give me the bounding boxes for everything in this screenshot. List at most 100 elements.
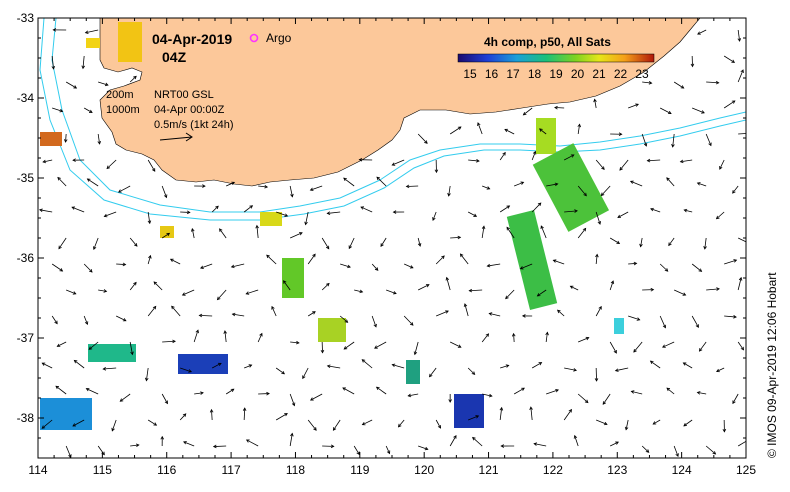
current-vector xyxy=(732,393,739,405)
current-vector xyxy=(63,133,68,143)
current-vector xyxy=(468,415,480,421)
current-vector xyxy=(147,419,158,426)
current-vector xyxy=(577,227,587,239)
current-vector xyxy=(343,341,355,350)
colorbar-tick-label: 16 xyxy=(485,67,499,81)
current-vector xyxy=(445,276,451,291)
current-vector xyxy=(309,185,323,192)
current-vector xyxy=(97,133,102,145)
current-vector xyxy=(705,133,712,147)
current-vector xyxy=(706,80,720,85)
colorbar-tick-label: 18 xyxy=(528,67,542,81)
current-vector xyxy=(198,313,213,318)
current-vector xyxy=(275,413,288,421)
current-vector xyxy=(500,364,510,369)
current-vector xyxy=(617,211,629,218)
current-vector xyxy=(397,419,405,428)
current-vector xyxy=(339,315,349,323)
vector-scale-label: 0.5m/s (1kt 24h) xyxy=(154,119,233,131)
current-vector xyxy=(179,413,187,421)
current-vector xyxy=(432,211,437,221)
y-tick-label: -38 xyxy=(17,411,35,425)
x-tick-label: 122 xyxy=(543,463,563,477)
current-vector xyxy=(519,263,533,270)
current-vector xyxy=(160,435,165,447)
current-vector xyxy=(459,253,469,265)
current-vector xyxy=(531,150,537,161)
current-vector xyxy=(629,180,643,187)
current-vector xyxy=(691,263,703,272)
colorbar-tick-label: 17 xyxy=(506,67,520,81)
current-vector xyxy=(429,367,437,378)
current-vector xyxy=(650,207,661,213)
current-vector xyxy=(289,185,294,198)
current-vector xyxy=(595,211,602,225)
current-vector xyxy=(371,315,377,328)
current-vector xyxy=(290,340,300,345)
current-vector xyxy=(66,289,77,295)
x-tick-label: 125 xyxy=(736,463,756,477)
current-vector xyxy=(42,159,53,164)
current-vector xyxy=(255,224,259,239)
current-vector xyxy=(499,151,506,161)
y-tick-label: -33 xyxy=(17,11,35,25)
current-vector xyxy=(307,419,317,431)
current-vector xyxy=(102,367,117,371)
current-vector xyxy=(216,289,227,301)
current-vector xyxy=(467,367,476,375)
current-vector xyxy=(536,289,547,297)
current-vector xyxy=(641,133,648,147)
current-vector xyxy=(309,393,323,401)
current-vector xyxy=(283,280,291,291)
current-vector xyxy=(147,211,152,225)
argo-icon xyxy=(249,33,259,43)
current-vector xyxy=(533,442,547,447)
current-vector xyxy=(153,281,163,291)
current-vector xyxy=(304,211,309,226)
current-vector xyxy=(83,263,93,273)
current-vector xyxy=(522,107,533,116)
y-tick-label: -35 xyxy=(17,171,35,185)
current-vector xyxy=(354,289,364,294)
current-vector xyxy=(161,185,168,199)
current-vector xyxy=(223,330,227,343)
current-vector xyxy=(374,341,387,349)
current-vector xyxy=(361,359,373,369)
current-vector xyxy=(659,263,669,272)
current-vector xyxy=(614,367,629,372)
current-vector xyxy=(360,206,373,213)
x-tick-label: 124 xyxy=(672,463,692,477)
current-vector xyxy=(144,367,149,382)
current-vector xyxy=(531,362,543,369)
y-axis: -33 -34 -35 -36 -37 -38 xyxy=(17,11,746,459)
current-vector xyxy=(506,226,515,239)
current-vector xyxy=(103,211,117,218)
current-vector xyxy=(573,434,579,447)
current-vector xyxy=(72,419,85,427)
y-tick-label: -34 xyxy=(17,91,35,105)
current-vector xyxy=(266,254,277,265)
current-vector xyxy=(641,445,650,453)
current-vector xyxy=(435,255,445,265)
current-vector xyxy=(602,393,611,405)
x-tick-label: 115 xyxy=(93,463,112,477)
current-vector xyxy=(52,107,64,113)
isobath-label-200m: 200m xyxy=(106,89,134,101)
current-vector xyxy=(147,254,152,265)
current-vector xyxy=(468,159,480,163)
current-vector xyxy=(386,289,397,295)
current-vector xyxy=(111,419,117,432)
current-vector xyxy=(690,55,695,68)
current-vector xyxy=(499,205,511,213)
current-vector xyxy=(481,333,490,343)
current-vector xyxy=(302,367,309,380)
current-vector xyxy=(375,386,387,395)
current-vector xyxy=(129,237,138,247)
current-vector xyxy=(737,440,746,447)
current-vector xyxy=(391,159,405,166)
current-vector xyxy=(513,387,525,395)
current-vector xyxy=(129,75,137,83)
current-vector xyxy=(724,259,738,265)
current-vector xyxy=(58,237,67,250)
current-vector xyxy=(673,81,685,89)
